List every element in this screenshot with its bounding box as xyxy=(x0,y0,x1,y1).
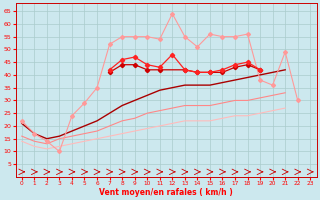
X-axis label: Vent moyen/en rafales ( km/h ): Vent moyen/en rafales ( km/h ) xyxy=(99,188,233,197)
